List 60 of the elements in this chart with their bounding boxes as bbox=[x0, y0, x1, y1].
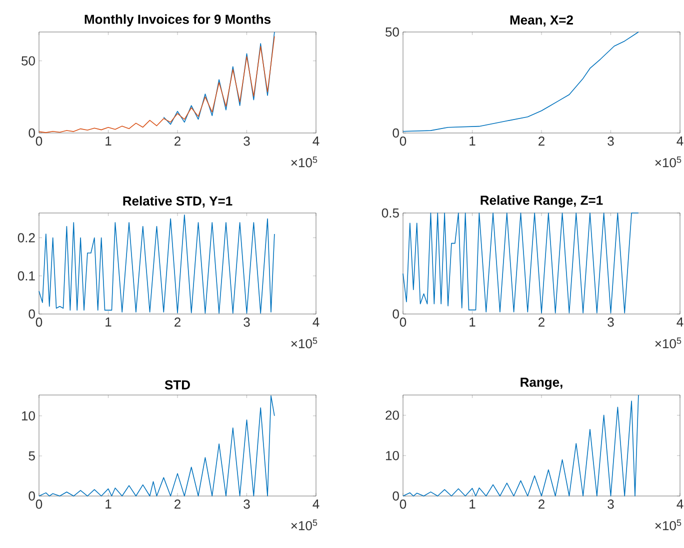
y-tick-label: 0 bbox=[28, 309, 35, 319]
x-tick-label: 3 bbox=[244, 136, 250, 146]
text: ×10$^{5}$ bbox=[655, 338, 682, 348]
x-tick-label: 3 bbox=[608, 500, 614, 509]
x-tick-label: 4 bbox=[312, 318, 320, 326]
x-tick-label: 1 bbox=[106, 500, 112, 508]
y-tick-label: 50 bbox=[22, 56, 35, 66]
text: ×10$^{5}$ bbox=[291, 338, 318, 348]
x-tick-label: 2 bbox=[538, 136, 544, 146]
x-tick-label: 0 bbox=[36, 318, 42, 327]
text: ×10$^{5}$ bbox=[291, 156, 318, 168]
x-tick-label: 0 bbox=[400, 500, 406, 509]
y-tick-label: 0 bbox=[392, 491, 399, 501]
x-tick-label: 1 bbox=[106, 136, 112, 146]
x-tick-label: 2 bbox=[538, 500, 544, 509]
x-tick-label: 1 bbox=[106, 318, 112, 326]
y-tick-label: 20 bbox=[386, 410, 399, 420]
x-tick-label: 2 bbox=[538, 318, 544, 327]
line-series bbox=[38, 395, 275, 496]
x-tick-label: 4 bbox=[676, 500, 684, 508]
x-tick-label: 1 bbox=[470, 136, 476, 146]
text: ×10$^{5}$ bbox=[655, 156, 682, 168]
y-tick-label: 0 bbox=[392, 309, 399, 319]
x-tick-label: 4 bbox=[312, 500, 320, 508]
y-tick-label: 0.1 bbox=[18, 271, 35, 280]
y-tick-label: 0.5 bbox=[382, 208, 399, 218]
chart-title: Mean, X=2 bbox=[510, 15, 573, 26]
x-tick-label: 3 bbox=[608, 318, 614, 327]
x-tick-label: 2 bbox=[174, 136, 180, 146]
y-tick-label: 0 bbox=[28, 491, 35, 501]
y-tick-label: 5 bbox=[28, 451, 35, 460]
x-tick-label: 0 bbox=[36, 500, 42, 509]
x-tick-label: 4 bbox=[676, 136, 684, 146]
text: ×10$^{5}$ bbox=[655, 520, 682, 530]
x-tick-label: 3 bbox=[608, 136, 614, 146]
x-tick-label: 0 bbox=[400, 136, 406, 146]
chart-title: Monthly Invoices for 9 Months bbox=[84, 14, 271, 26]
x-tick-label: 3 bbox=[244, 318, 250, 327]
chart-title: Range, bbox=[520, 378, 562, 390]
x-tick-label: 4 bbox=[676, 318, 684, 326]
y-tick-label: 0.2 bbox=[18, 233, 35, 242]
x-tick-label: 1 bbox=[470, 500, 476, 508]
chart-title: STD bbox=[164, 380, 190, 390]
text: ×10$^{5}$ bbox=[291, 520, 318, 530]
chart-title: Relative Range, Z=1 bbox=[480, 195, 603, 208]
y-tick-label: 50 bbox=[386, 27, 399, 37]
line-series bbox=[38, 36, 275, 133]
x-tick-label: 2 bbox=[174, 318, 180, 327]
x-tick-label: 1 bbox=[470, 318, 476, 326]
x-tick-label: 2 bbox=[174, 500, 180, 509]
y-tick-label: 0 bbox=[392, 128, 399, 138]
y-tick-label: 0 bbox=[28, 128, 35, 138]
chart-title: Relative STD, Y=1 bbox=[123, 196, 232, 208]
x-tick-label: 3 bbox=[244, 500, 250, 509]
y-tick-label: 10 bbox=[386, 451, 399, 460]
y-tick-label: 10 bbox=[22, 411, 35, 420]
line-series bbox=[402, 394, 639, 496]
x-tick-label: 4 bbox=[312, 136, 320, 146]
x-tick-label: 0 bbox=[400, 318, 406, 327]
x-tick-label: 0 bbox=[36, 136, 42, 146]
